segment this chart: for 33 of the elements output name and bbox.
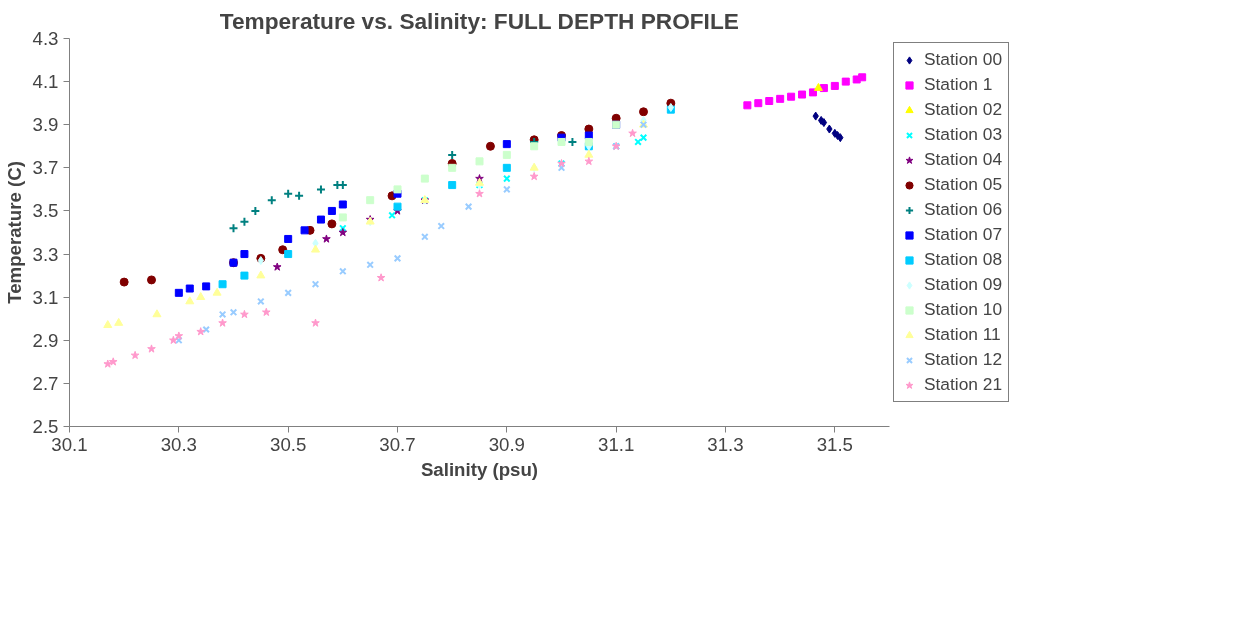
x-tick-label: 30.9: [488, 433, 525, 455]
x-tick-label: 30.5: [270, 433, 307, 455]
legend-label: Station 04: [924, 149, 1003, 170]
legend-label: Station 09: [924, 274, 1003, 295]
legend-label: Station 12: [924, 349, 1003, 370]
x-tick-label: 30.3: [160, 433, 197, 455]
y-tick-label: 3.3: [32, 243, 59, 265]
legend-label: Station 10: [924, 299, 1003, 320]
legend-label: Station 21: [924, 374, 1003, 395]
legend-label: Station 05: [924, 174, 1003, 195]
x-tick-label: 30.7: [379, 433, 416, 455]
legend-label: Station 11: [924, 324, 1001, 345]
y-tick-label: 2.7: [32, 372, 59, 394]
x-tick-label: 31.3: [707, 433, 744, 455]
legend-label: Station 03: [924, 124, 1003, 145]
chart-title: Temperature vs. Salinity: FULL DEPTH PROFILE: [219, 7, 739, 34]
y-tick-label: 2.9: [32, 329, 59, 351]
y-tick-label: 3.7: [32, 157, 59, 179]
legend-label: Station 02: [924, 99, 1003, 120]
legend-label: Station 08: [924, 249, 1003, 270]
y-tick-label: 3.5: [32, 200, 59, 222]
legend-label: Station 07: [924, 224, 1003, 245]
y-tick-label: 3.9: [32, 114, 59, 136]
legend-label: Station 06: [924, 199, 1003, 220]
y-axis-title: Temperature (C): [3, 161, 25, 304]
legend-label: Station 1: [924, 74, 993, 95]
legend-label: Station 00: [924, 49, 1003, 70]
y-tick-label: 4.1: [32, 71, 59, 93]
x-tick-label: 31.1: [598, 433, 635, 455]
y-tick-label: 4.3: [32, 28, 59, 49]
y-tick-label: 3.1: [32, 286, 59, 308]
x-axis-title: Salinity (psu): [420, 458, 539, 480]
x-tick-label: 31.5: [816, 433, 853, 455]
